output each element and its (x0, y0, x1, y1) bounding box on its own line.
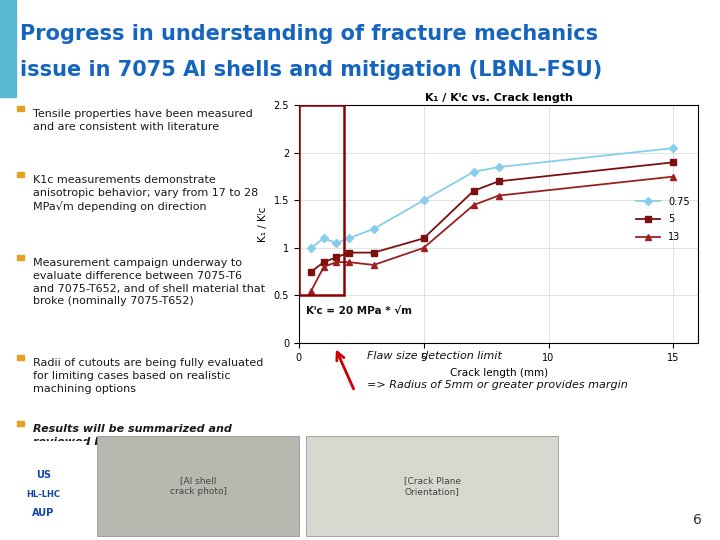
Bar (0, 0, 16, 97)
Text: US: US (36, 470, 50, 480)
Text: [Crack Plane
Orientation]: [Crack Plane Orientation] (403, 476, 461, 496)
0.75 (344, 235, 353, 241)
0.75 (332, 240, 341, 246)
5 (419, 235, 428, 241)
Text: [Al shell
crack photo]: [Al shell crack photo] (169, 476, 227, 496)
Text: 6: 6 (693, 513, 702, 527)
13 (369, 262, 378, 268)
Text: Tensile properties have been measured
and are consistent with literature: Tensile properties have been measured an… (33, 109, 253, 132)
5 (469, 187, 478, 194)
Text: Measurement campaign underway to
evaluate difference between 7075-T6
and 7075-T6: Measurement campaign underway to evaluat… (33, 258, 265, 306)
Text: issue in 7075 Al shells and mitigation (LBNL-FSU): issue in 7075 Al shells and mitigation (… (20, 60, 603, 80)
0.75 (307, 245, 315, 251)
5 (320, 259, 328, 265)
Bar (17, 421, 24, 426)
Text: K1c measurements demonstrate
anisotropic behavior; vary from 17 to 28
MPa√m depe: K1c measurements demonstrate anisotropic… (33, 175, 258, 212)
13 (344, 259, 353, 265)
13 (320, 264, 328, 270)
Text: Radii of cutouts are being fully evaluated
for limiting cases based on realistic: Radii of cutouts are being fully evaluat… (33, 358, 264, 394)
Bar (97, 436, 299, 536)
13 (419, 245, 428, 251)
Text: Flaw size detection limit: Flaw size detection limit (366, 351, 502, 361)
Line: 5: 5 (308, 159, 676, 274)
Legend: 0.75, 5, 13: 0.75, 5, 13 (632, 193, 693, 246)
5 (669, 159, 678, 166)
Text: HL-LHC: HL-LHC (26, 490, 60, 499)
X-axis label: Crack length (mm): Crack length (mm) (449, 368, 548, 378)
13 (307, 287, 315, 294)
Title: K₁ / Kᴵᴄ vs. Crack length: K₁ / Kᴵᴄ vs. Crack length (425, 93, 572, 103)
Text: => Radius of 5mm or greater provides margin: => Radius of 5mm or greater provides mar… (366, 381, 628, 390)
5 (369, 249, 378, 256)
0.75 (419, 197, 428, 204)
Bar (306, 436, 558, 536)
13 (494, 192, 503, 199)
Text: Kᴵᴄ = 20 MPa * √m: Kᴵᴄ = 20 MPa * √m (306, 306, 413, 316)
5 (307, 268, 315, 275)
0.75 (320, 235, 328, 241)
13 (469, 202, 478, 208)
13 (332, 259, 341, 265)
Text: AUP: AUP (32, 508, 54, 518)
Bar (4, 441, 86, 531)
13 (669, 173, 678, 180)
Y-axis label: K₁ / Kᴵᴄ: K₁ / Kᴵᴄ (258, 206, 268, 242)
Line: 13: 13 (308, 174, 676, 293)
Bar (17, 355, 24, 360)
Line: 0.75: 0.75 (308, 145, 676, 251)
Bar (17, 255, 24, 260)
Text: Progress in understanding of fracture mechanics: Progress in understanding of fracture me… (20, 24, 598, 44)
Bar (17, 172, 24, 177)
Bar (299, 105, 343, 295)
5 (332, 254, 341, 261)
5 (344, 249, 353, 256)
0.75 (669, 145, 678, 151)
0.75 (469, 168, 478, 175)
0.75 (494, 164, 503, 170)
5 (494, 178, 503, 185)
0.75 (369, 226, 378, 232)
Text: Results will be summarized and
reviewed by an external committee: Results will be summarized and reviewed … (33, 424, 256, 447)
Bar (17, 106, 24, 111)
